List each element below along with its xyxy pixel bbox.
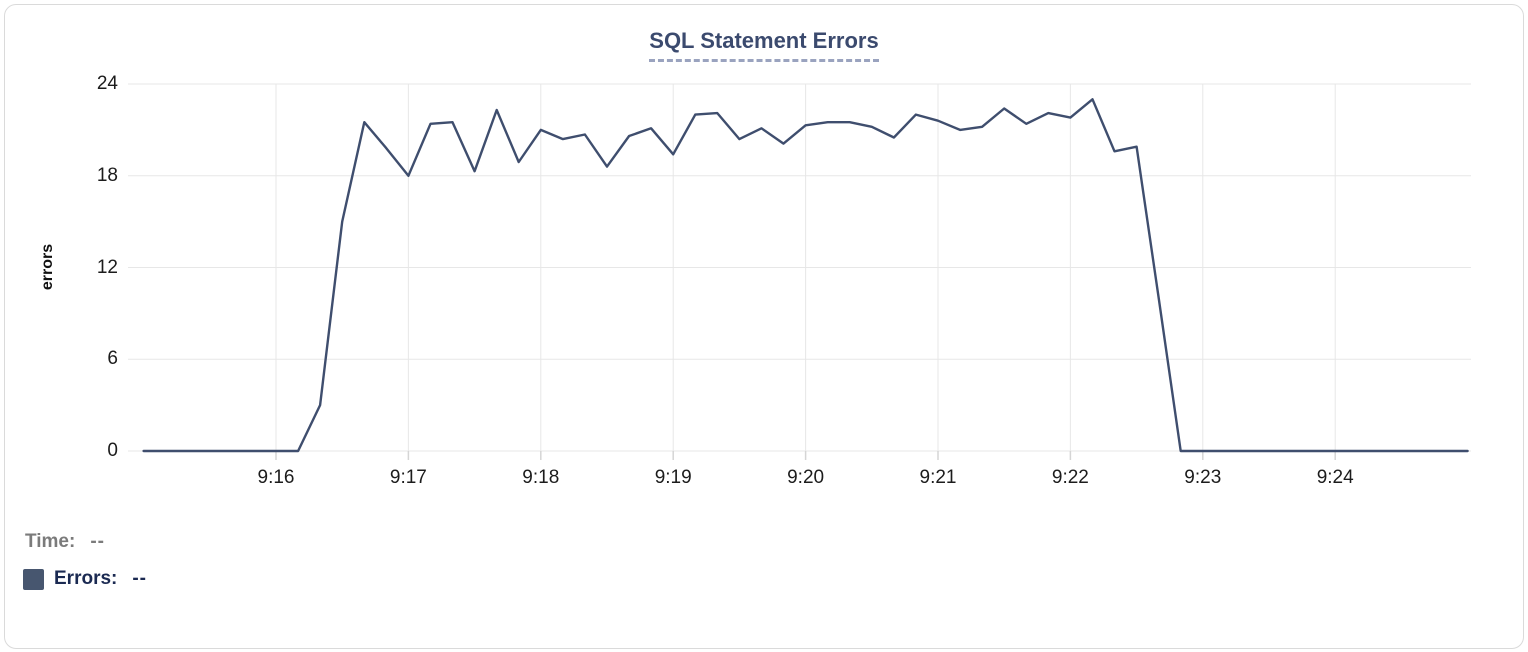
x-tick-label: 9:23	[1184, 467, 1222, 488]
y-tick-label: 18	[96, 164, 118, 186]
errors-line-series[interactable]	[142, 98, 1469, 453]
chart-title[interactable]: SQL Statement Errors	[649, 28, 879, 62]
x-tick-label: 9:16	[257, 467, 295, 488]
x-tick-label: 9:20	[787, 467, 825, 488]
time-value: --	[90, 531, 105, 552]
x-tick-label: 9:21	[919, 467, 957, 488]
x-tick-label: 9:19	[654, 467, 692, 488]
chart-header: SQL Statement Errors	[0, 28, 1528, 62]
errors-legend-swatch	[23, 568, 44, 590]
errors-value: --	[132, 568, 148, 589]
x-tick-label: 9:24	[1316, 467, 1354, 488]
y-tick-label: 0	[107, 440, 118, 461]
chart-card	[4, 4, 1524, 649]
y-tick-label: 24	[96, 73, 118, 94]
time-label: Time:	[25, 531, 76, 552]
y-axis-title: errors	[39, 243, 56, 291]
y-tick-label: 6	[107, 348, 118, 370]
hover-time-readout: Time: --	[25, 529, 105, 555]
x-tick-label: 9:18	[522, 467, 560, 488]
errors-label: Errors:	[54, 568, 118, 589]
errors-legend-row[interactable]: Errors: --	[23, 563, 147, 595]
x-tick-label: 9:22	[1051, 467, 1089, 488]
chart-plot-area[interactable]	[0, 0, 1528, 505]
x-tick-label: 9:17	[389, 467, 427, 488]
y-tick-label: 12	[96, 256, 118, 278]
